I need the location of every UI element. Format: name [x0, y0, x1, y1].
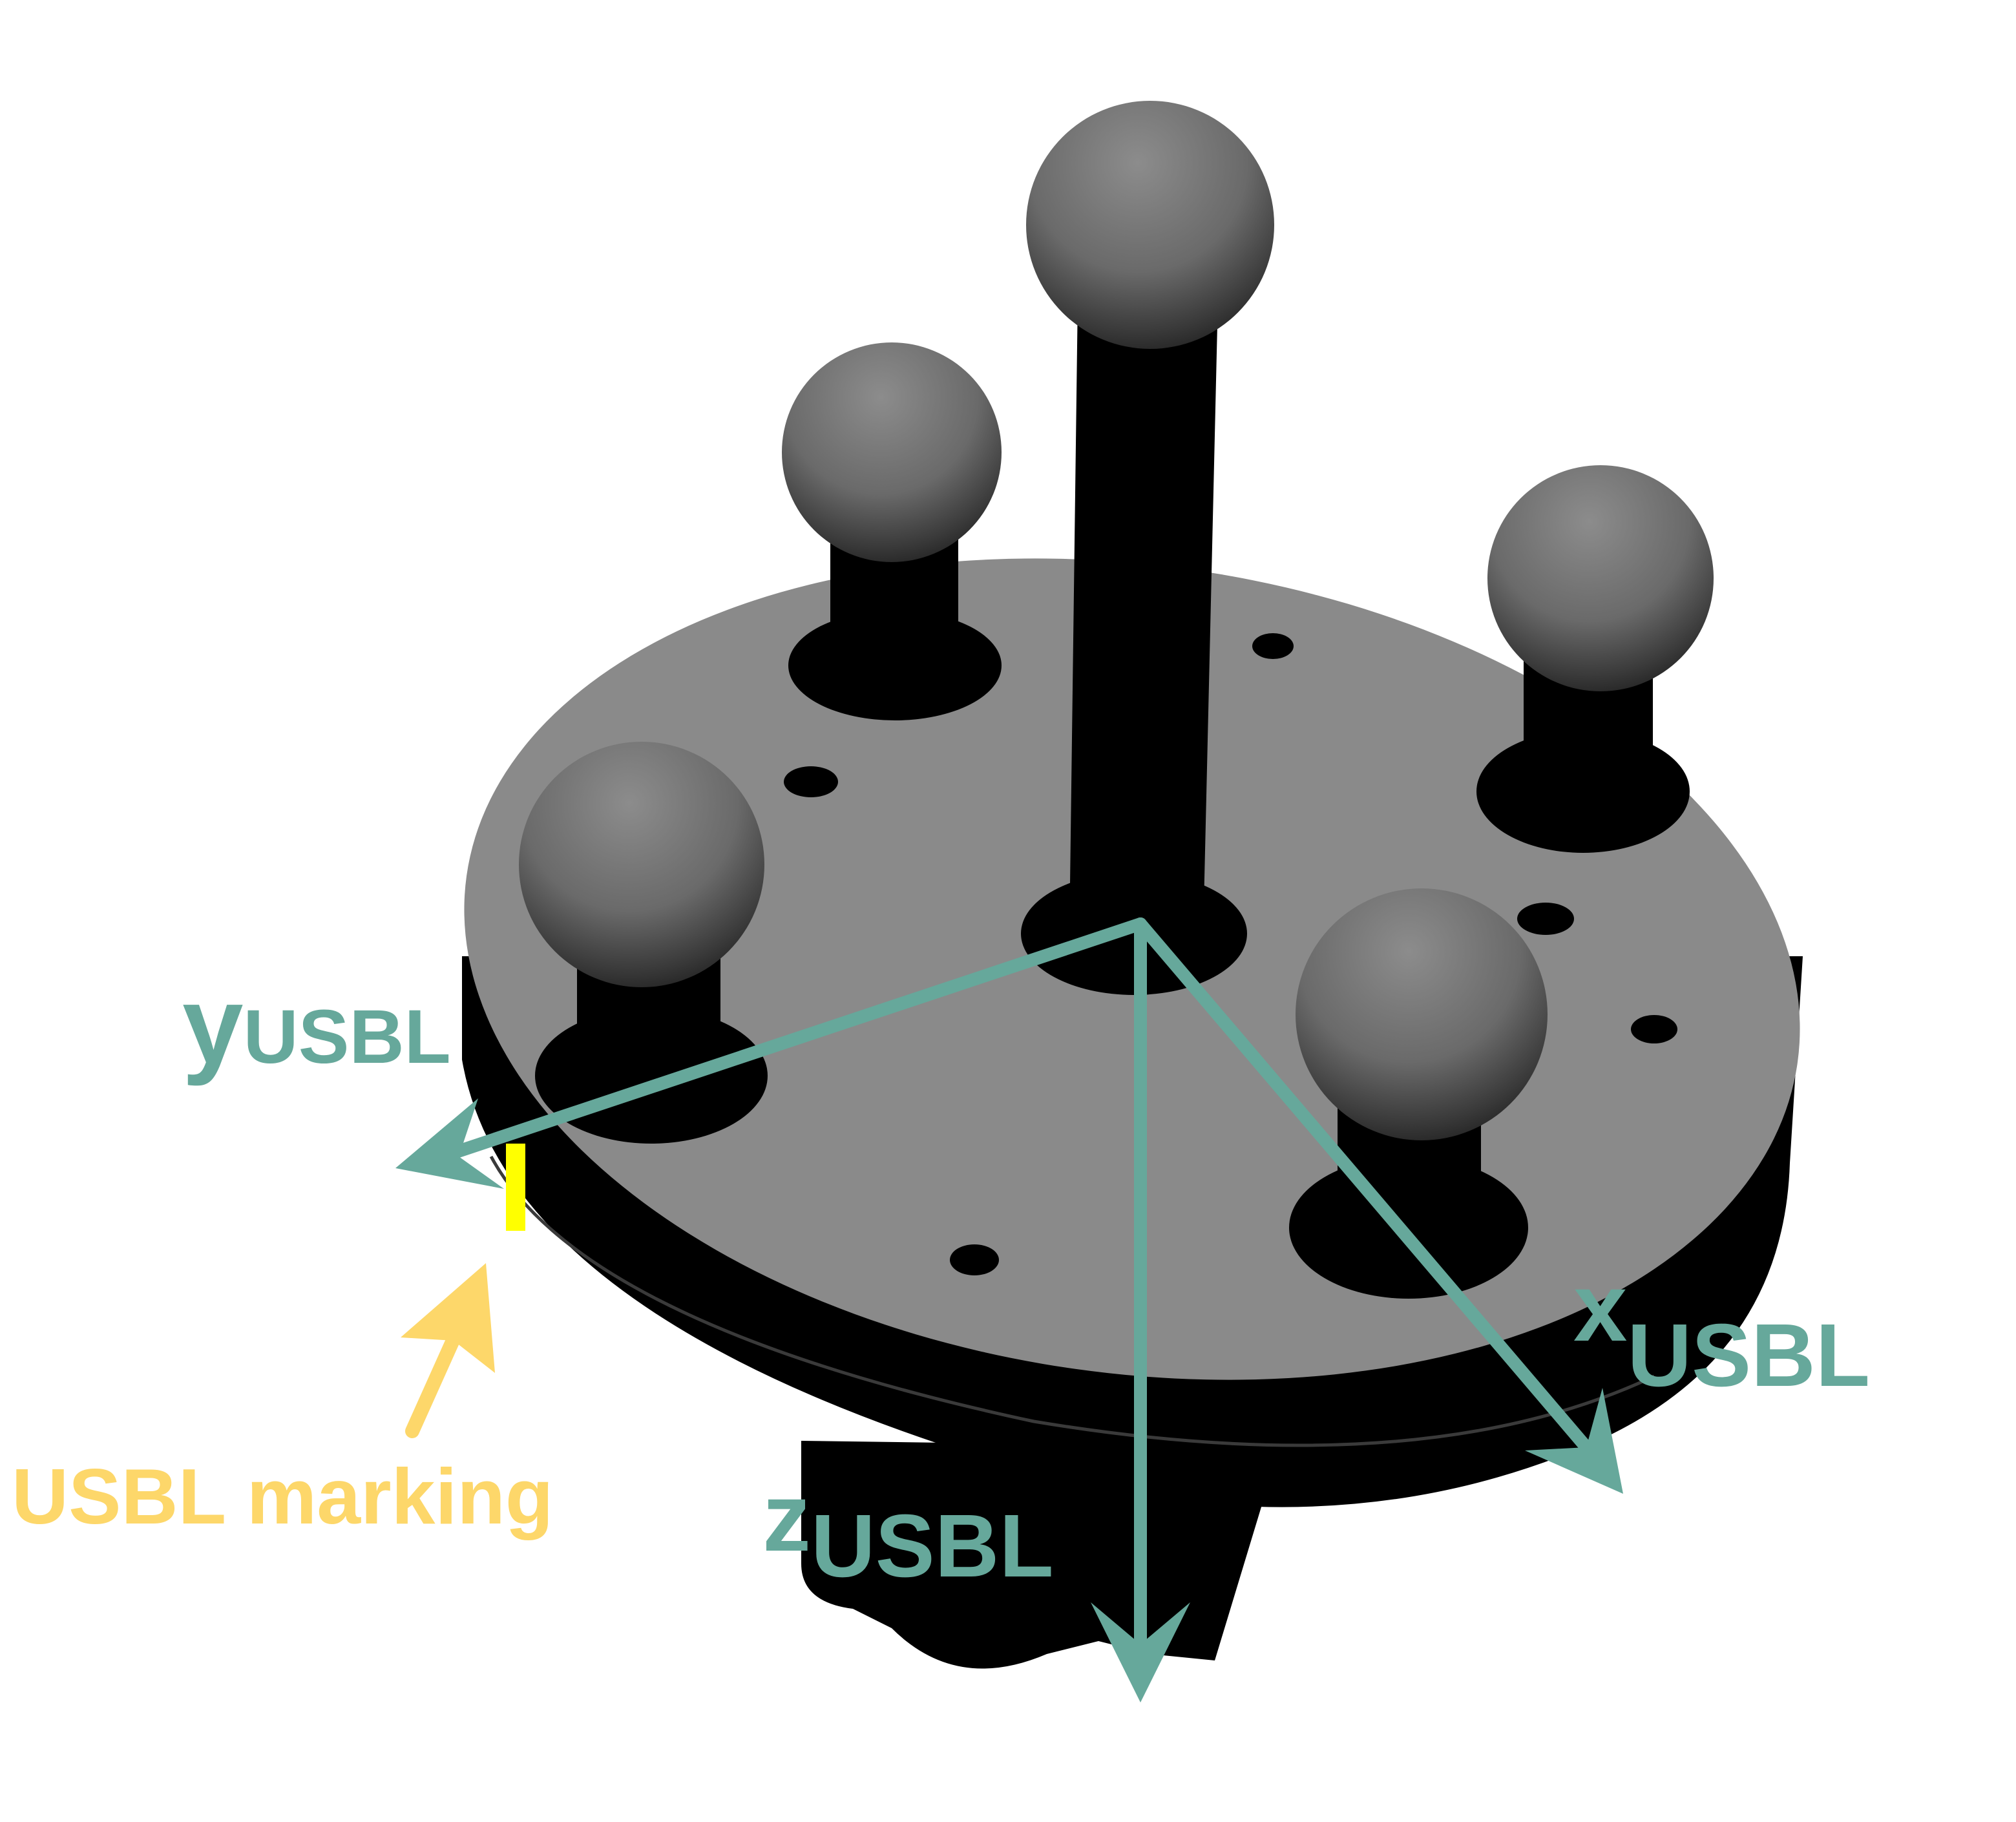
- z-axis-label: zUSBL: [762, 1463, 1054, 1596]
- x-axis-arrow: [1134, 917, 1593, 1454]
- rim-groove: [489, 1155, 1655, 1447]
- plate-hole: [1631, 1015, 1677, 1043]
- x-axis-label: xUSBL: [1573, 1253, 1870, 1405]
- plate-hole: [1252, 633, 1294, 659]
- plate-hole: [784, 766, 838, 797]
- marker-ball: [1487, 465, 1714, 691]
- z-axis-arrowhead: [1091, 1602, 1190, 1702]
- marker-ball: [782, 342, 1002, 562]
- usbl-marking-tick: [506, 1144, 525, 1231]
- x-axis-arrowhead: [1525, 1388, 1623, 1494]
- plate-hole: [1517, 903, 1574, 935]
- marker-ball: [519, 742, 764, 987]
- plate-hole: [950, 1244, 999, 1275]
- y-axis-arrow: [446, 917, 1147, 1160]
- marking-arrow: [401, 1263, 495, 1438]
- y-axis-label: yUSBL: [182, 964, 451, 1087]
- marker-ball: [1296, 888, 1548, 1140]
- post-stem: [1069, 297, 1218, 934]
- y-axis-arrowhead: [395, 1098, 504, 1189]
- marker-ball: [1026, 101, 1274, 349]
- coordinate-axes: [395, 917, 1623, 1702]
- usbl-marking-label: USBL marking: [12, 1452, 553, 1540]
- usbl-device: [462, 101, 1803, 1669]
